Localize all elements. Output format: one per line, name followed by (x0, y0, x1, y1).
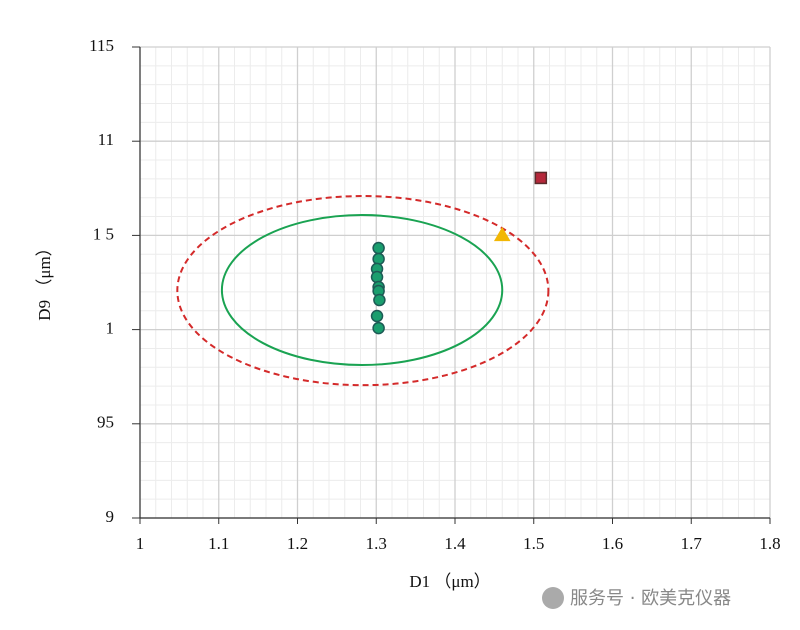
x-tick-label: 1.6 (602, 534, 623, 553)
x-tick-label: 1.2 (287, 534, 308, 553)
point (370, 309, 384, 323)
point (372, 252, 385, 266)
y-tick-label: 1 (106, 319, 115, 338)
x-axis-title: D1 （μm） (409, 572, 490, 591)
y-tick-label: 95 (97, 413, 114, 432)
point (370, 270, 384, 284)
point (372, 241, 385, 255)
y-tick-label: 1 5 (93, 224, 114, 243)
x-tick-label: 1.4 (444, 534, 466, 553)
x-tick-label: 1.7 (681, 534, 703, 553)
point (534, 171, 548, 185)
confidence-ellipse (220, 214, 504, 367)
watermark-icon (542, 587, 564, 609)
x-tick-label: 1.1 (208, 534, 229, 553)
x-tick-label: 1 (136, 534, 145, 553)
point (372, 321, 385, 335)
confidence-ellipse (176, 195, 550, 387)
x-tick-label: 1.5 (523, 534, 544, 553)
point (373, 293, 386, 307)
grid (139, 46, 771, 519)
y-axis-title: D9 （μm） (35, 239, 54, 320)
x-tick-label: 1.8 (759, 534, 780, 553)
x-tick-label: 1.3 (366, 534, 387, 553)
y-tick-label: 115 (89, 36, 114, 55)
watermark: 服务号 · 欧美克仪器 (570, 588, 731, 609)
point (493, 226, 511, 242)
y-tick-label: 9 (106, 507, 115, 526)
y-tick-label: 11 (98, 130, 114, 149)
